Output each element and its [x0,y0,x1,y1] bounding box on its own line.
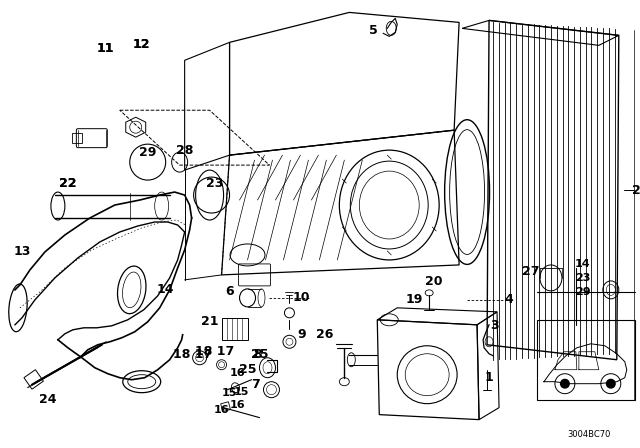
Text: 22: 22 [59,177,77,190]
Text: 20: 20 [426,276,443,289]
Text: 11: 11 [97,42,115,55]
Bar [221,402,230,412]
Text: 15: 15 [234,387,249,396]
Text: 19: 19 [406,293,423,306]
Text: 16: 16 [214,405,229,415]
Text: 6: 6 [225,285,234,298]
Text: 4: 4 [505,293,513,306]
Text: 15: 15 [222,388,237,398]
Text: 5: 5 [369,24,378,37]
Text: 14: 14 [575,259,591,269]
Text: 23: 23 [575,273,591,283]
Text: 18 17: 18 17 [195,345,234,358]
Text: 18 17: 18 17 [173,348,212,361]
Circle shape [560,379,570,389]
Text: 21: 21 [201,315,218,328]
Bar [537,320,635,400]
Bar [72,133,82,143]
Text: 3: 3 [490,319,499,332]
Text: 28: 28 [176,144,193,157]
Text: 24: 24 [39,393,57,406]
Text: 9: 9 [297,328,306,341]
Text: 16: 16 [230,368,245,378]
Text: 14: 14 [157,284,175,297]
Text: 25: 25 [239,363,256,376]
Text: 10: 10 [292,291,310,304]
Text: 27: 27 [522,265,540,278]
Bar [24,370,44,389]
Text: 26: 26 [316,328,333,341]
Text: 12: 12 [133,38,150,51]
Text: 3004BC70: 3004BC70 [567,430,611,439]
Text: 16: 16 [230,400,245,409]
Text: 22: 22 [59,177,77,190]
Text: 25: 25 [251,348,268,361]
Bar [221,318,248,340]
Text: 1: 1 [484,371,493,384]
Text: 29: 29 [139,146,156,159]
Text: 2: 2 [632,184,640,197]
Text: 29: 29 [575,287,591,297]
Text: 7: 7 [251,378,260,391]
Text: 23: 23 [206,177,223,190]
Text: 12: 12 [133,38,150,51]
Text: 11: 11 [97,42,115,55]
Circle shape [606,379,616,389]
Text: 13: 13 [13,246,31,258]
Text: 8: 8 [253,348,262,361]
